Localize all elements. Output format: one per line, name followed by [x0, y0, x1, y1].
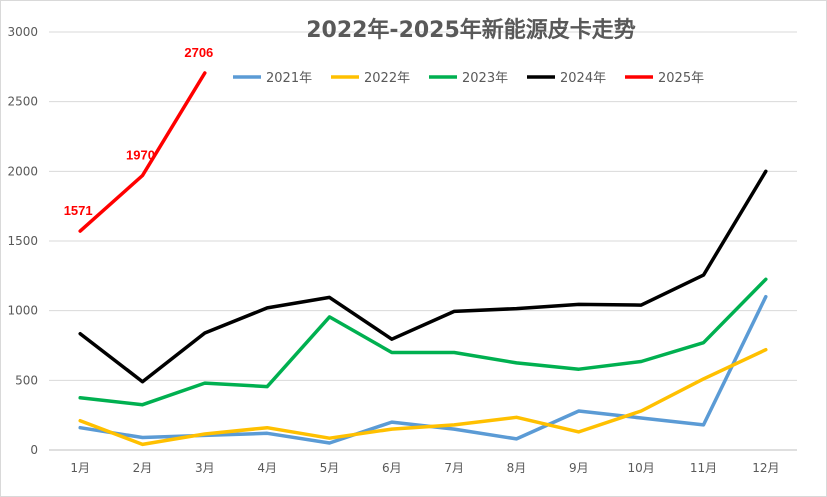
- legend: 2021年 2022年 2023年 2024年 2025年: [233, 71, 704, 86]
- x-tick-label: 7月: [444, 461, 464, 475]
- chart-title: 2022年-2025年新能源皮卡走势: [306, 17, 636, 43]
- legend-label: 2021年: [266, 71, 312, 86]
- legend-label: 2022年: [364, 71, 410, 86]
- y-axis-ticks: 0 500 1000 1500 2000 2500 3000: [7, 25, 38, 457]
- legend-label: 2025年: [658, 71, 704, 86]
- x-tick-label: 4月: [257, 461, 277, 475]
- y-tick-label: 1500: [7, 234, 38, 248]
- x-tick-label: 8月: [507, 461, 527, 475]
- legend-label: 2023年: [462, 71, 508, 86]
- series-line-1: [78, 347, 768, 447]
- x-tick-label: 11月: [690, 461, 717, 475]
- y-tick-label: 3000: [7, 25, 38, 39]
- data-label: 1571: [64, 203, 93, 218]
- series-line-4: [78, 71, 207, 233]
- x-tick-label: 2月: [133, 461, 153, 475]
- y-tick-label: 1000: [7, 304, 38, 318]
- x-tick-label: 1月: [70, 461, 90, 475]
- x-tick-label: 5月: [320, 461, 340, 475]
- gridlines: [49, 31, 797, 451]
- y-tick-label: 500: [15, 373, 38, 387]
- series-line-2: [78, 277, 768, 407]
- data-label: 2706: [184, 45, 213, 60]
- x-tick-label: 6月: [382, 461, 402, 475]
- data-labels: 1571 1970 2706: [64, 45, 214, 218]
- x-tick-label: 10月: [628, 461, 655, 475]
- x-tick-label: 12月: [752, 461, 779, 475]
- series-line-3: [78, 169, 768, 384]
- series-lines: [78, 71, 768, 447]
- series-line-0: [78, 294, 768, 445]
- data-label: 1970: [126, 148, 155, 163]
- y-tick-label: 0: [30, 443, 38, 457]
- y-tick-label: 2000: [7, 164, 38, 178]
- legend-label: 2024年: [560, 71, 606, 86]
- y-tick-label: 2500: [7, 95, 38, 109]
- x-tick-label: 9月: [569, 461, 589, 475]
- x-axis-ticks: 1月 2月 3月 4月 5月 6月 7月 8月 9月 10月 11月 12月: [70, 461, 779, 475]
- x-tick-label: 3月: [195, 461, 215, 475]
